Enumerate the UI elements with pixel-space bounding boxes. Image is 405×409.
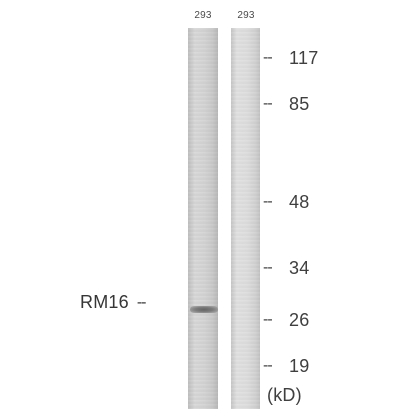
marker-dash: -- [263, 95, 273, 112]
lane-label-1: 293 [194, 10, 212, 21]
lane-1 [188, 28, 218, 409]
protein-name: RM16 [80, 292, 129, 312]
marker-value: 117 [289, 47, 319, 68]
marker-value: 85 [289, 93, 310, 114]
molecular-weight-unit: (kD) [267, 385, 302, 405]
marker-dash: -- [263, 49, 273, 66]
lane-2-texture [231, 28, 260, 409]
lane-1-texture [188, 28, 218, 409]
marker-48: -- 48 [263, 191, 310, 213]
marker-85: -- 85 [263, 93, 310, 115]
marker-value: 34 [289, 257, 310, 278]
marker-value: 48 [289, 191, 310, 212]
marker-34: -- 34 [263, 257, 310, 279]
marker-value: 19 [289, 355, 310, 376]
protein-band [190, 306, 218, 313]
marker-dash: -- [263, 193, 273, 210]
marker-26: -- 26 [263, 309, 310, 331]
lane-label-2: 293 [237, 10, 255, 21]
marker-dash: -- [263, 311, 273, 328]
marker-dash: -- [263, 357, 273, 374]
marker-dash: -- [263, 259, 273, 276]
protein-label: RM16 -- [80, 292, 147, 313]
marker-19: -- 19 [263, 355, 310, 377]
marker-117: -- 117 [263, 47, 319, 69]
marker-value: 26 [289, 309, 310, 330]
lane-2 [231, 28, 260, 409]
protein-dash: -- [136, 293, 147, 311]
